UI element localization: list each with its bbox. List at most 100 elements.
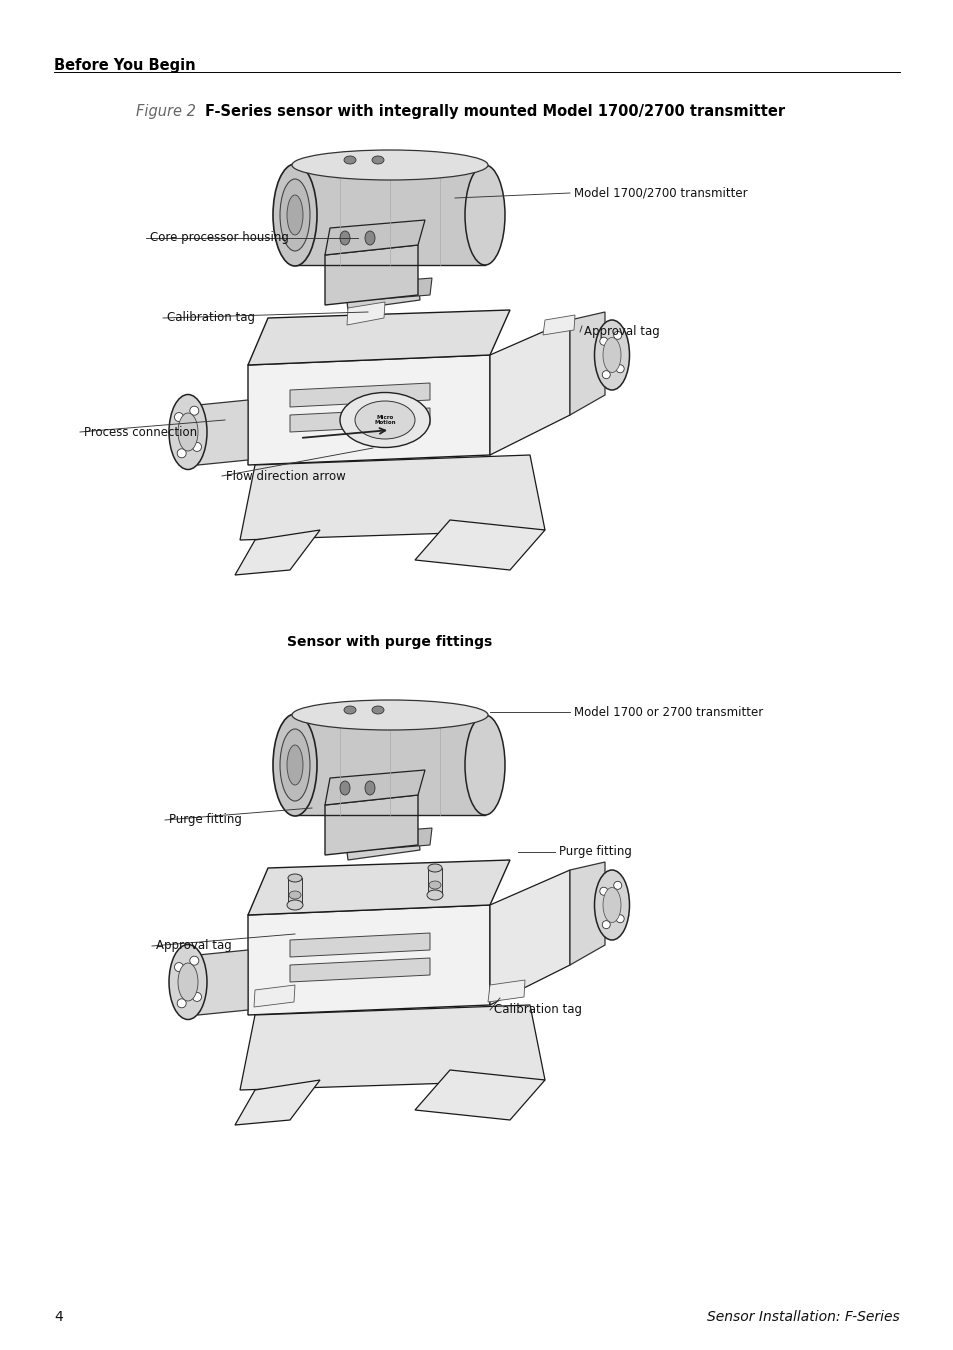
Circle shape <box>193 992 201 1002</box>
Ellipse shape <box>602 887 620 922</box>
Text: Purge fitting: Purge fitting <box>558 845 631 859</box>
Ellipse shape <box>287 745 303 784</box>
Ellipse shape <box>292 150 488 180</box>
Polygon shape <box>294 716 484 815</box>
Polygon shape <box>248 860 510 915</box>
Circle shape <box>174 963 183 972</box>
Ellipse shape <box>344 706 355 714</box>
Text: Before You Begin: Before You Begin <box>54 58 195 73</box>
Circle shape <box>601 921 610 929</box>
Ellipse shape <box>178 413 198 451</box>
Polygon shape <box>290 383 430 406</box>
Text: Sensor Installation: F-Series: Sensor Installation: F-Series <box>706 1310 899 1324</box>
Polygon shape <box>253 986 294 1007</box>
Text: Calibration tag: Calibration tag <box>494 1003 581 1017</box>
Polygon shape <box>347 302 385 325</box>
Ellipse shape <box>280 180 310 251</box>
Text: Core processor housing: Core processor housing <box>150 231 289 244</box>
Text: Model 1700 or 2700 transmitter: Model 1700 or 2700 transmitter <box>574 706 762 718</box>
Polygon shape <box>569 863 604 965</box>
Text: Purge fitting: Purge fitting <box>169 814 242 826</box>
Ellipse shape <box>428 864 441 872</box>
Polygon shape <box>234 1080 319 1125</box>
Ellipse shape <box>339 231 350 244</box>
Ellipse shape <box>355 401 415 439</box>
Polygon shape <box>198 950 248 1015</box>
Polygon shape <box>490 320 569 455</box>
Text: Model 1700/2700 transmitter: Model 1700/2700 transmitter <box>574 186 747 200</box>
Ellipse shape <box>427 890 442 900</box>
Polygon shape <box>288 878 302 904</box>
Circle shape <box>177 999 186 1008</box>
Ellipse shape <box>365 782 375 795</box>
Polygon shape <box>330 828 432 853</box>
Polygon shape <box>341 805 419 860</box>
Text: Sensor with purge fittings: Sensor with purge fittings <box>287 634 492 649</box>
Polygon shape <box>290 958 430 981</box>
Text: Micro
Motion: Micro Motion <box>374 414 395 425</box>
Polygon shape <box>330 278 432 302</box>
Ellipse shape <box>178 963 198 1000</box>
Circle shape <box>177 448 186 458</box>
Ellipse shape <box>339 393 430 447</box>
Polygon shape <box>569 312 604 414</box>
Circle shape <box>613 331 621 339</box>
Polygon shape <box>234 531 319 575</box>
Polygon shape <box>325 244 417 305</box>
Circle shape <box>174 413 183 421</box>
Polygon shape <box>294 165 484 265</box>
Polygon shape <box>415 1071 544 1120</box>
Polygon shape <box>240 455 544 540</box>
Polygon shape <box>415 520 544 570</box>
Polygon shape <box>198 400 248 464</box>
Ellipse shape <box>464 165 504 265</box>
Ellipse shape <box>344 157 355 163</box>
Ellipse shape <box>287 900 303 910</box>
Ellipse shape <box>287 194 303 235</box>
Polygon shape <box>290 408 430 432</box>
Text: Process connection: Process connection <box>84 425 197 439</box>
Ellipse shape <box>594 320 629 390</box>
Circle shape <box>613 882 621 890</box>
Circle shape <box>616 915 623 923</box>
Text: Flow direction arrow: Flow direction arrow <box>226 470 345 482</box>
Polygon shape <box>325 795 417 855</box>
Ellipse shape <box>602 338 620 373</box>
Ellipse shape <box>292 701 488 730</box>
Ellipse shape <box>372 157 384 163</box>
Circle shape <box>193 443 201 451</box>
Text: Approval tag: Approval tag <box>583 325 659 339</box>
Polygon shape <box>248 904 490 1015</box>
Ellipse shape <box>273 714 316 815</box>
Ellipse shape <box>429 882 440 890</box>
Polygon shape <box>488 980 524 1002</box>
Polygon shape <box>341 255 419 310</box>
Polygon shape <box>290 933 430 957</box>
Ellipse shape <box>273 163 316 266</box>
Ellipse shape <box>365 231 375 244</box>
Circle shape <box>599 887 607 895</box>
Ellipse shape <box>464 716 504 815</box>
Polygon shape <box>240 1004 544 1089</box>
Polygon shape <box>428 868 441 895</box>
Ellipse shape <box>372 706 384 714</box>
Polygon shape <box>248 355 490 464</box>
Text: Figure 2: Figure 2 <box>136 104 195 119</box>
Polygon shape <box>248 310 510 364</box>
Circle shape <box>616 364 623 373</box>
Text: 4: 4 <box>54 1310 63 1324</box>
Text: Calibration tag: Calibration tag <box>167 312 254 324</box>
Text: Approval tag: Approval tag <box>156 940 232 953</box>
Circle shape <box>599 338 607 346</box>
Circle shape <box>190 956 198 965</box>
Ellipse shape <box>594 869 629 940</box>
Polygon shape <box>325 220 424 255</box>
Ellipse shape <box>169 945 207 1019</box>
Ellipse shape <box>169 394 207 470</box>
Ellipse shape <box>280 729 310 801</box>
Polygon shape <box>325 769 424 805</box>
Circle shape <box>190 406 198 416</box>
Polygon shape <box>542 315 575 335</box>
Ellipse shape <box>288 873 302 882</box>
Circle shape <box>601 371 610 378</box>
